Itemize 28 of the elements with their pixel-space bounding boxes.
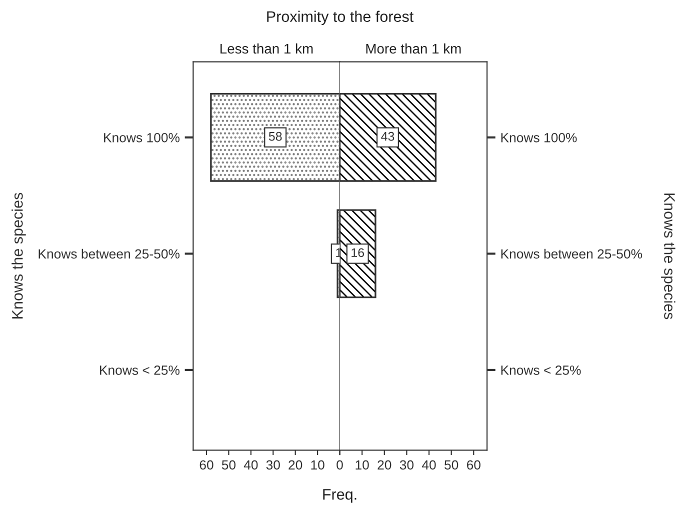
y-axis-title: Knows the species bbox=[661, 194, 676, 320]
text: Proximity to the forest bbox=[267, 10, 414, 26]
x-tick-label: 30 bbox=[266, 460, 280, 470]
y-tick-label: Knows between 25-50% bbox=[38, 248, 180, 259]
x-tick-label: 50 bbox=[222, 460, 236, 470]
chart-title: Less than 1 km bbox=[220, 43, 313, 54]
data-label: 58 bbox=[268, 132, 282, 141]
y-tick-label: Knows 100% bbox=[104, 132, 180, 142]
x-tick-label: 60 bbox=[200, 460, 214, 470]
data-label: 43 bbox=[381, 132, 394, 141]
x-tick-label: 50 bbox=[444, 460, 458, 470]
data-label: 16 bbox=[352, 248, 364, 258]
text: Freq. bbox=[323, 489, 356, 503]
y-tick-label: Knows between 25-50% bbox=[501, 248, 642, 259]
y-axis-title: Knows the species bbox=[12, 192, 26, 318]
x-tick-label: 60 bbox=[466, 460, 480, 470]
x-tick-label: 30 bbox=[400, 460, 414, 470]
x-tick-label: 20 bbox=[378, 460, 392, 470]
x-tick-label: 0 bbox=[336, 460, 343, 470]
x-tick-label: 20 bbox=[288, 460, 302, 470]
x-tick-label: 10 bbox=[311, 460, 324, 470]
x-tick-label: 10 bbox=[356, 460, 369, 470]
y-tick-label: Knows 100% bbox=[501, 132, 577, 142]
x-tick-label: 40 bbox=[244, 460, 258, 470]
x-tick-label: 40 bbox=[422, 460, 436, 470]
y-tick-label: Knows < 25% bbox=[100, 366, 180, 375]
y-tick-label: Knows < 25% bbox=[501, 366, 581, 375]
chart-title: More than 1 km bbox=[366, 43, 461, 54]
